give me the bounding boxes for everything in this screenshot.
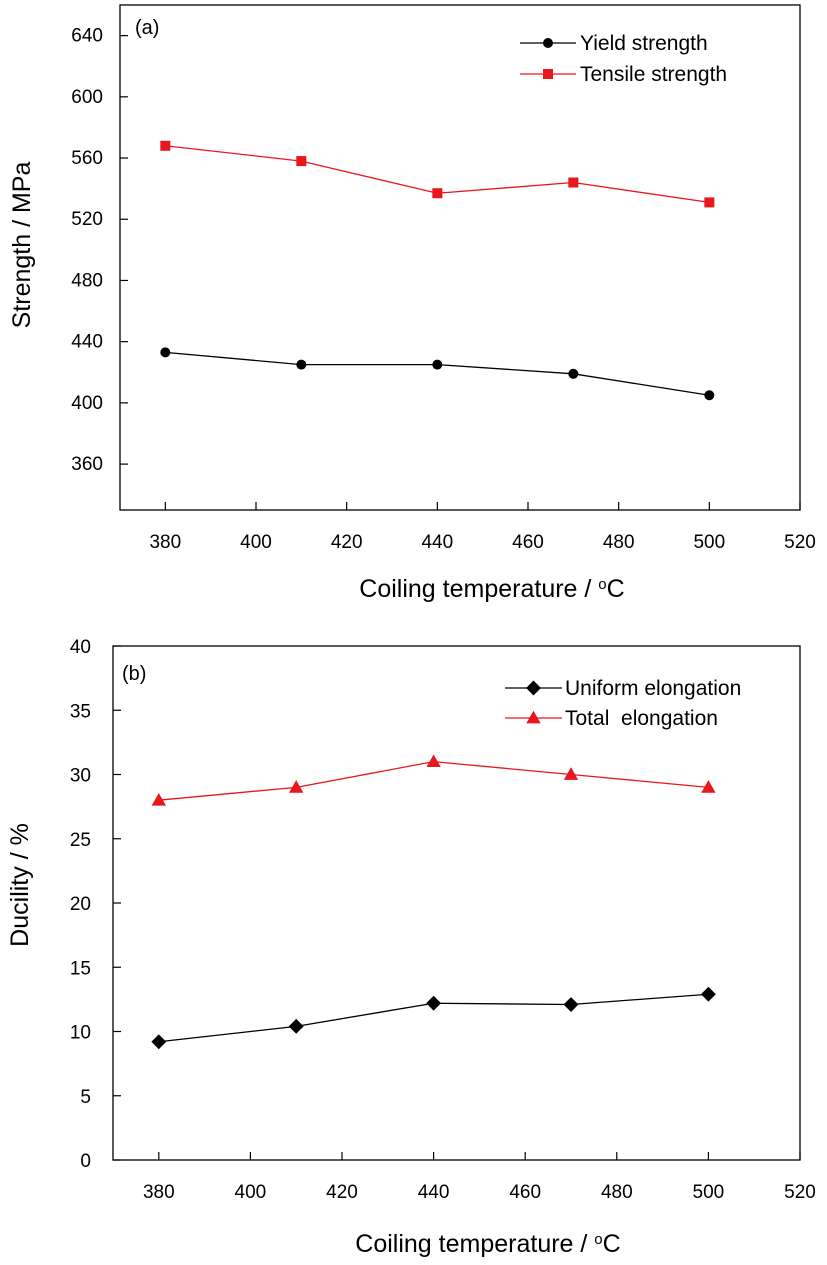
x-tick-label: 380 [143, 1182, 175, 1203]
y-tick-label: 35 [70, 701, 91, 722]
data-point [568, 177, 579, 188]
x-tick-label: 480 [601, 1182, 633, 1203]
legend-label: Yield strength [580, 32, 708, 55]
x-tick-label: 500 [693, 532, 725, 553]
x-tick-label: 520 [784, 532, 816, 553]
y-tick-label: 10 [70, 1023, 91, 1044]
x-tick-label: 440 [421, 532, 453, 553]
y-tick-label: 30 [70, 766, 91, 787]
data-point [426, 754, 441, 768]
data-point [160, 140, 171, 151]
x-axis-title: Coiling temperature / oC [355, 1230, 620, 1258]
x-axis-title: Coiling temperature / oC [359, 575, 624, 603]
plot-frame [119, 4, 801, 511]
x-tick-label: 480 [603, 532, 635, 553]
y-tick-label: 520 [71, 209, 103, 230]
series-line [165, 351, 710, 396]
legend-marker [543, 69, 553, 79]
data-point [288, 1018, 304, 1034]
legend-label: Total elongation [565, 707, 718, 730]
y-tick-label: 25 [70, 830, 91, 851]
y-tick-label: 0 [80, 1151, 91, 1172]
x-tick-label: 420 [326, 1182, 358, 1203]
y-tick-label: 20 [70, 894, 91, 915]
data-point [563, 767, 579, 780]
data-point [296, 156, 307, 167]
x-tick-label: 440 [418, 1182, 450, 1203]
data-point [700, 986, 716, 1002]
data-point [160, 347, 171, 358]
data-point [704, 390, 715, 401]
y-tick-label: 400 [71, 393, 103, 414]
panel-label: (b) [122, 663, 146, 685]
y-tick-label: 15 [70, 958, 91, 979]
data-point [704, 197, 715, 208]
x-tick-label: 420 [331, 532, 363, 553]
y-tick-label: 600 [71, 87, 103, 108]
legend-label: Tensile strength [580, 63, 727, 86]
x-tick-label: 460 [512, 532, 544, 553]
x-tick-label: 400 [235, 1182, 267, 1203]
y-tick-label: 360 [71, 454, 103, 475]
legend-marker [526, 680, 541, 696]
x-tick-label: 500 [693, 1182, 725, 1203]
x-tick-label: 460 [509, 1182, 541, 1203]
series-line [158, 760, 709, 801]
data-point [426, 995, 442, 1011]
data-point [701, 780, 716, 793]
y-tick-label: 640 [71, 26, 103, 47]
y-axis-title: Strength / MPa [8, 162, 36, 329]
y-tick-label: 560 [71, 148, 103, 169]
data-point [151, 793, 166, 806]
data-point [289, 780, 304, 793]
data-point [563, 997, 579, 1012]
y-tick-label: 440 [71, 332, 103, 353]
x-tick-label: 520 [784, 1182, 816, 1203]
data-point [432, 359, 443, 370]
x-tick-label: 400 [240, 532, 272, 553]
data-point [568, 368, 579, 379]
data-point [151, 1034, 167, 1050]
legend-label: Uniform elongation [565, 677, 741, 700]
y-tick-label: 40 [70, 637, 91, 658]
y-tick-label: 5 [80, 1087, 91, 1108]
data-point [296, 359, 307, 370]
y-axis-title: Ducility / % [6, 823, 34, 947]
data-point [432, 188, 443, 199]
legend-marker [543, 38, 553, 48]
y-tick-label: 480 [71, 270, 103, 291]
legend-marker [526, 710, 541, 724]
panel-label: (a) [135, 17, 159, 39]
x-tick-label: 380 [149, 532, 181, 553]
